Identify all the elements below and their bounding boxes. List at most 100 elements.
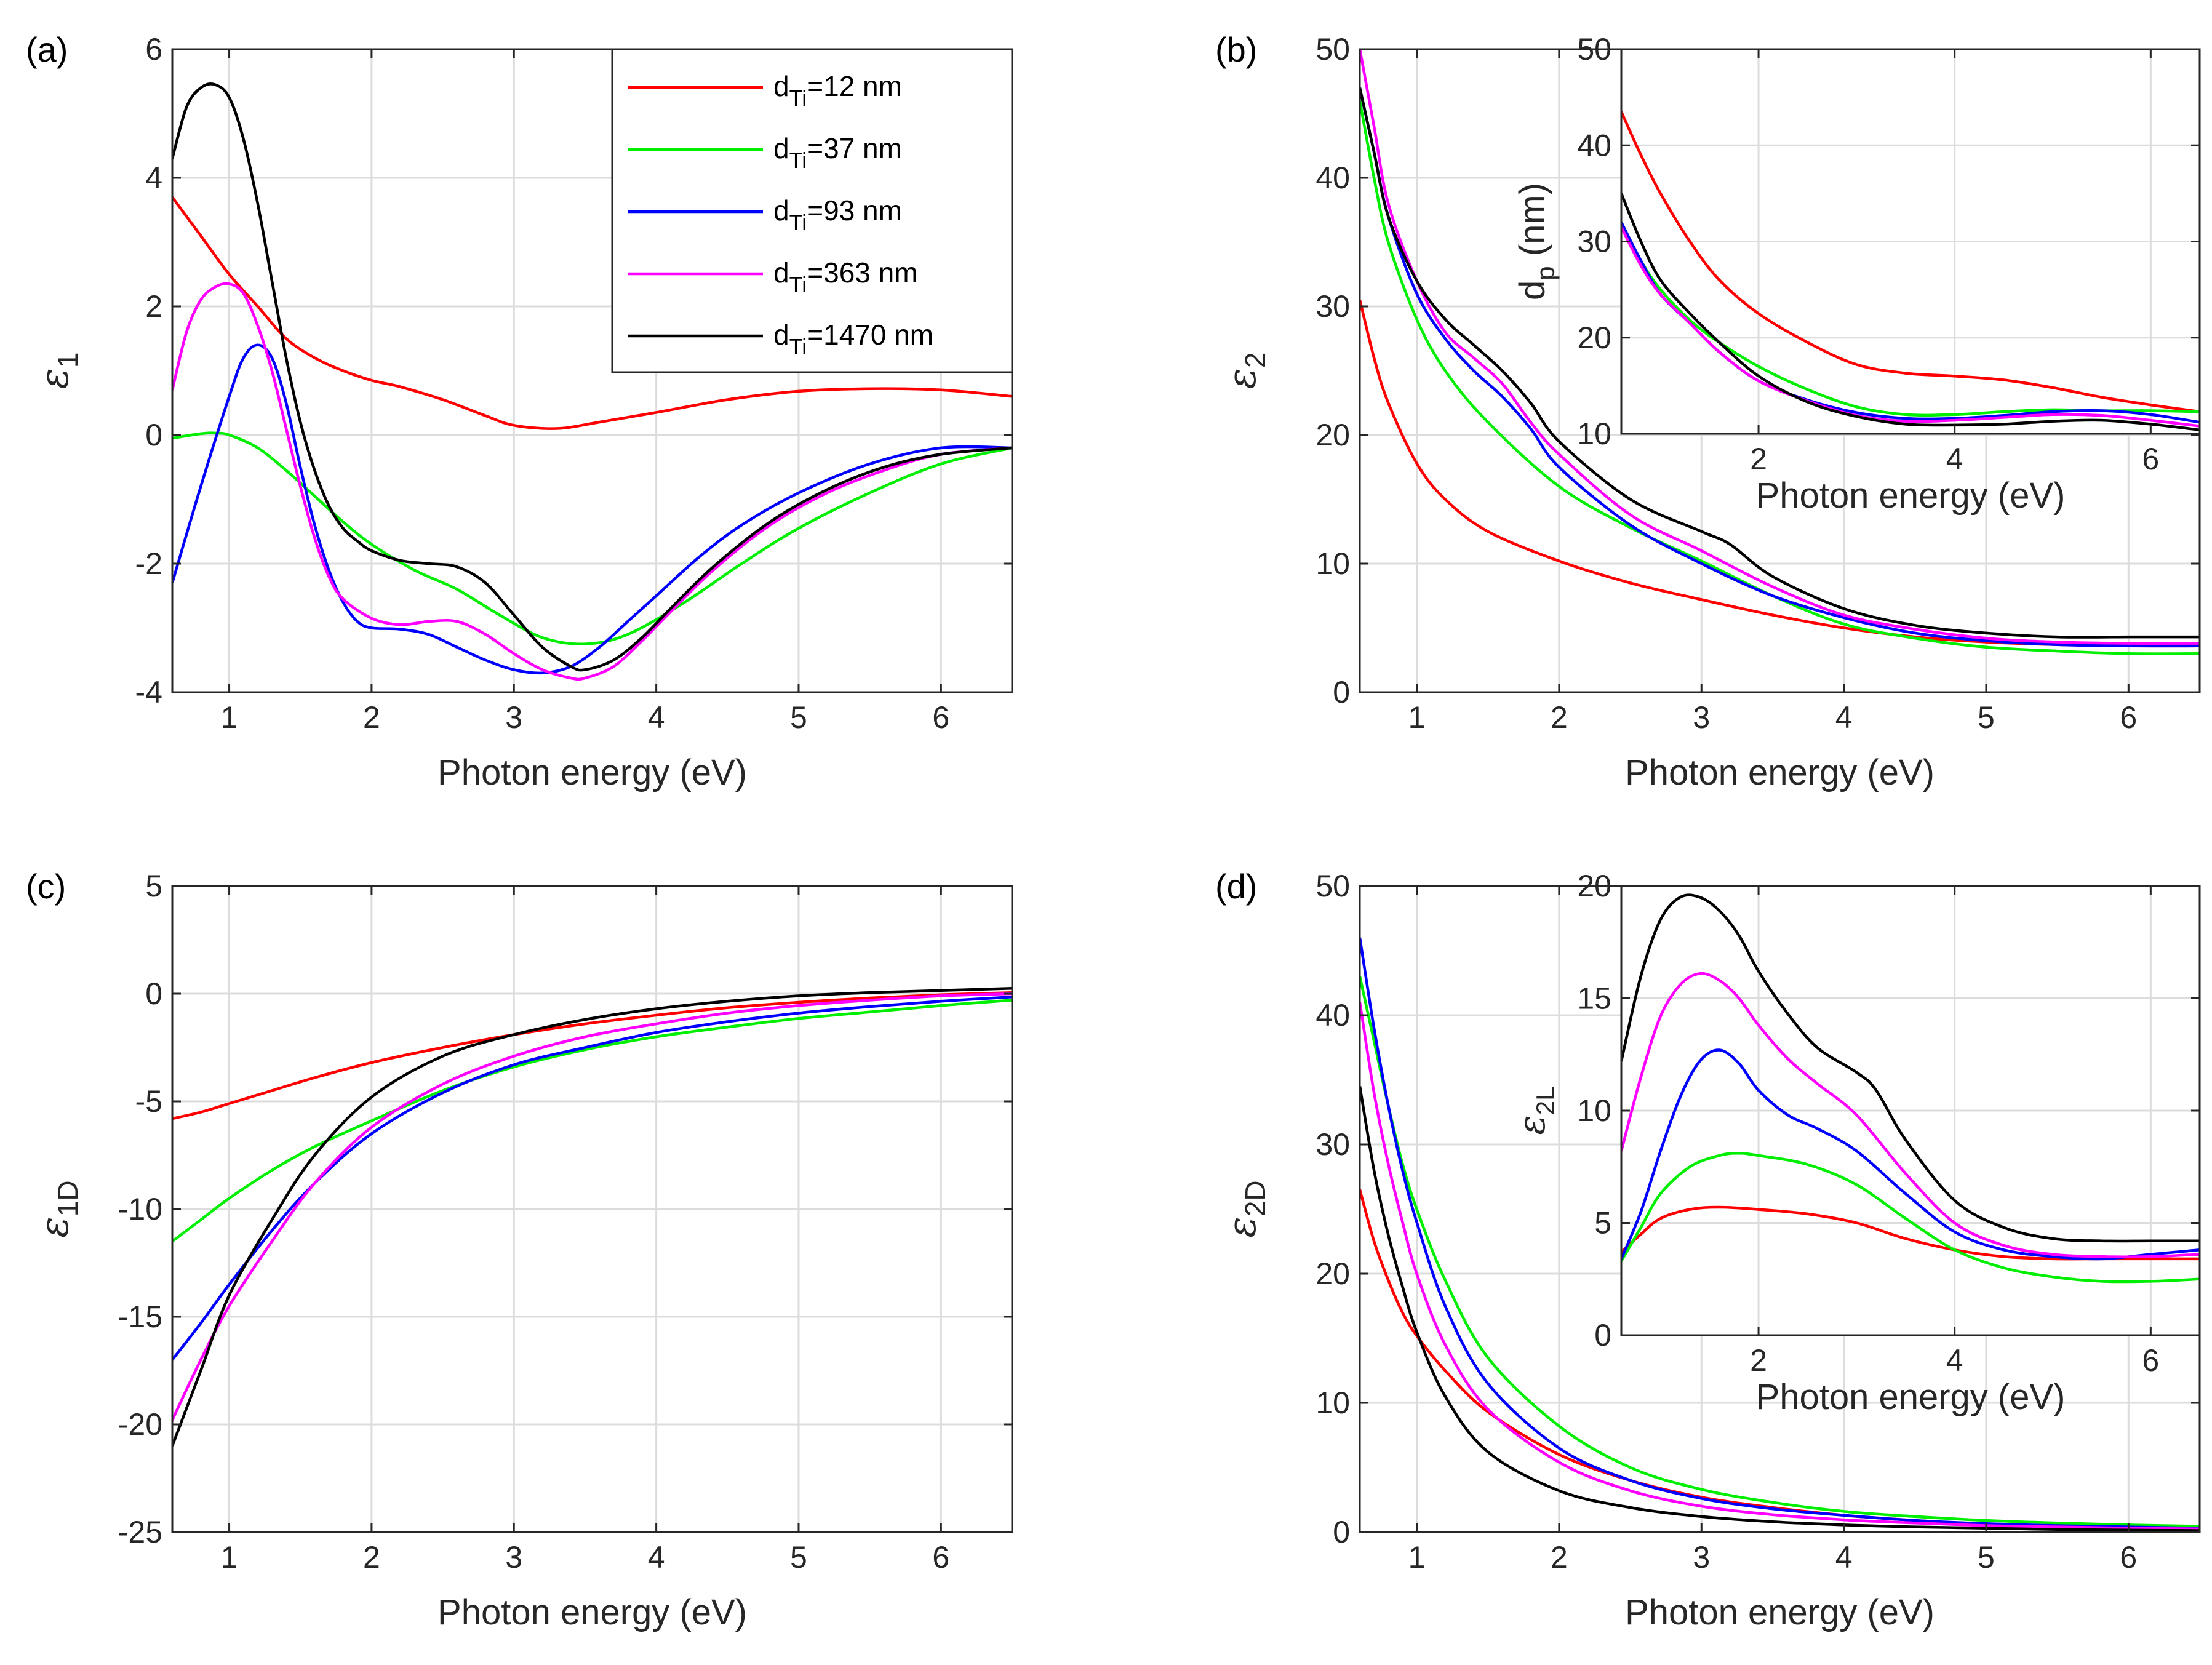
panel-b-inset-y-axis-suffix: (nm) [1512, 183, 1552, 266]
panel-d-inset-series-line-3 [1621, 972, 2200, 1258]
legend-entry-prefix: d [773, 319, 789, 351]
panel-d-inset-series-line-4 [1621, 893, 2200, 1243]
panel-b-y-tick-label: 50 [1316, 32, 1350, 66]
panel-c-x-axis-label: Photon energy (eV) [437, 1592, 747, 1632]
panel-a-y-tick-label: -2 [135, 546, 162, 581]
panel-a-series-line-2 [172, 343, 1012, 675]
panel-c-series-line-1 [172, 999, 1012, 1243]
panel-b-inset-y-axis-label: dp (nm) [1512, 183, 1560, 300]
legend-entry-prefix: d [773, 70, 789, 102]
panel-c-y-axis-subscript: 1D [52, 1180, 84, 1216]
panel-c: 1 2 3 4 5 6 -25 -20 -15 -10 -5 0 5 Photon energy (eV)… [26, 867, 1013, 1632]
panel-d-inset-y-tick-label: 20 [1577, 869, 1611, 903]
panel-a-y-axis-symbol: ε [32, 368, 78, 389]
panel-b-series-line-2 [1360, 87, 2200, 648]
panel-b-inset-x-tick-label: 2 [1750, 442, 1767, 476]
panel-d-x-tick-label: 1 [1408, 1540, 1426, 1575]
panel-c-x-tick-label: 1 [221, 1540, 238, 1575]
panel-b-label: (b) [1215, 30, 1257, 69]
panel-b-inset-y-tick-label: 50 [1577, 32, 1611, 66]
panel-b-x-tick-label: 5 [1978, 700, 1995, 735]
panel-a-y-tick-label: 2 [145, 289, 162, 324]
panel-c-series-line-2 [172, 996, 1012, 1361]
panel-d-series-line-2 [1360, 937, 2200, 1530]
panel-d-y-axis-subscript: 2D [1239, 1180, 1271, 1216]
panel-d-inset-y-axis-subscript: 2L [1531, 1087, 1560, 1116]
legend-entry-subscript: Ti [789, 210, 807, 235]
panel-d-x-tick-label: 3 [1693, 1540, 1710, 1575]
panel-d-inset: 2 4 6 0 5 10 15 20 Photon energy (eV) ε2L [1511, 869, 2201, 1417]
panel-a-x-tick-label: 4 [648, 700, 665, 735]
panel-b-x-tick-label: 3 [1693, 700, 1710, 735]
panel-d-y-tick-label: 10 [1316, 1386, 1350, 1420]
panel-b-inset: 2 4 6 10 20 30 40 50 Photon energy (eV) dp (nm) [1512, 32, 2201, 516]
panel-a-x-tick-label: 3 [505, 700, 522, 735]
legend-entry-prefix: d [773, 194, 789, 226]
panel-a-y-axis-label: ε1 [32, 353, 84, 389]
panel-d-y-tick-label: 40 [1316, 998, 1350, 1032]
panel-b-inset-x-tick-label: 4 [1946, 442, 1963, 476]
panel-d-inset-y-tick-label: 10 [1577, 1093, 1611, 1128]
panel-d-y-tick-label: 0 [1333, 1515, 1350, 1549]
panel-a-x-tick-label: 1 [221, 700, 238, 735]
panel-b-inset-x-tick-label: 6 [2142, 442, 2159, 476]
panel-b-y-tick-label: 10 [1316, 546, 1350, 581]
panel-b-series-line-4 [1360, 87, 2200, 639]
panel-a-x-axis-label: Photon energy (eV) [437, 753, 747, 793]
panel-a-series-line-4 [172, 82, 1012, 672]
panel-d-inset-y-tick-label: 15 [1577, 981, 1611, 1016]
panel-c-y-tick-label: 0 [145, 976, 162, 1011]
legend-entry-value: =363 nm [807, 257, 917, 289]
panel-b-x-tick-label: 6 [2120, 700, 2137, 735]
panel-a-series-line-3 [172, 282, 1012, 681]
legend-entry-label: dTi=12 nm [773, 70, 902, 111]
legend-entry-value: =1470 nm [807, 319, 933, 351]
panel-b-y-tick-label: 20 [1316, 418, 1350, 452]
panel-d-inset-y-axis-prefix: ε [1511, 1115, 1554, 1135]
legend-entry-label: dTi=37 nm [773, 132, 902, 173]
panel-c-series-line-3 [172, 992, 1012, 1421]
panel-a-y-tick-label: 6 [145, 32, 162, 66]
panel-d-series-line-3 [1360, 1002, 2200, 1531]
panel-d-x-tick-label: 4 [1835, 1540, 1853, 1575]
legend-entry-label: dTi=93 nm [773, 194, 902, 235]
legend-entry-subscript: Ti [789, 272, 807, 297]
panel-a-x-tick-label: 2 [363, 700, 380, 735]
legend-entry-subscript: Ti [789, 148, 807, 173]
legend-entry-prefix: d [773, 257, 789, 289]
panel-b-inset-y-tick-label: 40 [1577, 128, 1611, 162]
panel-c-y-axis-symbol: ε [32, 1216, 78, 1237]
panel-c-y-tick-label: -15 [118, 1300, 162, 1334]
panel-b-inset-y-tick-label: 20 [1577, 321, 1611, 355]
legend-entry-value: =12 nm [807, 70, 902, 102]
panel-d-y-tick-label: 50 [1316, 869, 1350, 903]
panel-c-x-tick-label: 3 [505, 1540, 522, 1575]
panel-d-y-axis-symbol: ε [1220, 1216, 1265, 1237]
panel-d-x-tick-label: 5 [1978, 1540, 1995, 1575]
panel-b-x-axis-label: Photon energy (eV) [1625, 753, 1935, 793]
legend-entry-value: =93 nm [807, 194, 902, 226]
panel-d-inset-y-tick-label: 0 [1594, 1318, 1611, 1352]
panel-b-y-axis-label: ε2 [1220, 353, 1271, 389]
legend-entry-label: dTi=1470 nm [773, 319, 933, 359]
panel-b-inset-y-axis-subscript: p [1531, 266, 1560, 280]
panel-a-y-tick-label: 4 [145, 161, 162, 195]
panel-a-y-tick-label: -4 [135, 675, 162, 709]
panel-d-x-axis-label: Photon energy (eV) [1625, 1592, 1935, 1632]
panel-d-series-line-4 [1360, 1086, 2200, 1532]
panel-c-y-tick-label: -10 [118, 1192, 162, 1226]
panel-d-inset-y-tick-label: 5 [1594, 1206, 1611, 1240]
panel-b-inset-x-axis-label: Photon energy (eV) [1756, 476, 2066, 516]
panel-c-x-tick-label: 4 [648, 1540, 665, 1575]
panel-c-x-tick-label: 6 [932, 1540, 949, 1575]
panel-b-x-tick-label: 1 [1408, 700, 1426, 735]
panel-b-inset-y-tick-label: 10 [1577, 417, 1611, 451]
panel-a-y-tick-label: 0 [145, 418, 162, 452]
panel-b-y-axis-symbol: ε [1220, 368, 1265, 389]
panel-d-y-tick-label: 20 [1316, 1256, 1350, 1291]
panel-b-inset-y-tick-label: 30 [1577, 225, 1611, 259]
panel-d-y-axis-label: ε2D [1220, 1180, 1271, 1237]
